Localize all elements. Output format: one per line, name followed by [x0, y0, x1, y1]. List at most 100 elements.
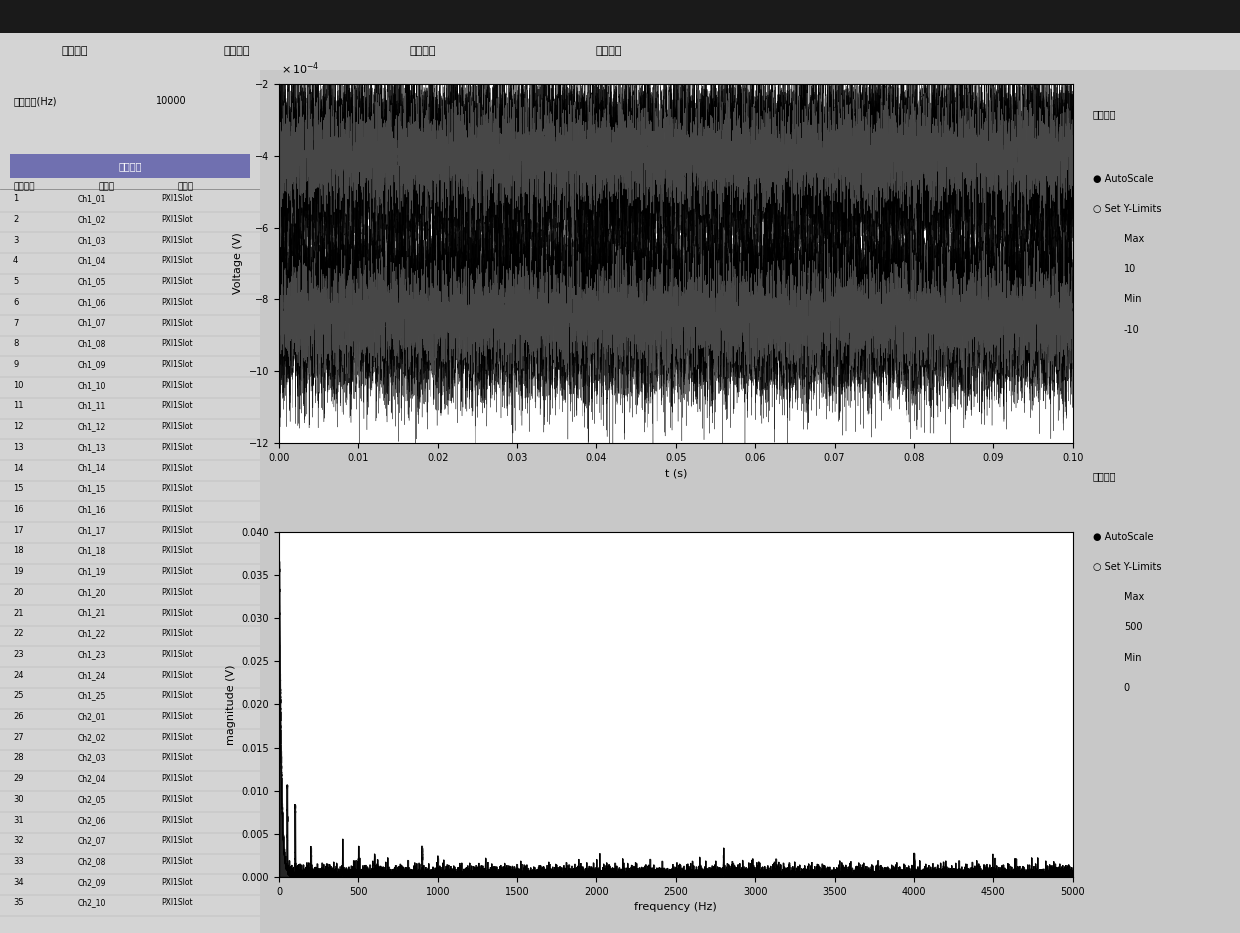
Text: 32: 32 [12, 836, 24, 845]
Text: PXI1Slot: PXI1Slot [161, 588, 193, 597]
Text: 26: 26 [12, 712, 24, 721]
Y-axis label: Voltage (V): Voltage (V) [233, 232, 243, 295]
Text: 22: 22 [12, 629, 24, 638]
Text: PXI1Slot: PXI1Slot [161, 629, 193, 638]
Text: Ch1_19: Ch1_19 [78, 567, 107, 576]
Text: 17: 17 [12, 525, 24, 535]
Text: Max: Max [1123, 592, 1145, 602]
Text: 设备名: 设备名 [99, 182, 115, 191]
Text: PXI1Slot: PXI1Slot [161, 836, 193, 845]
Text: 16: 16 [12, 505, 24, 514]
Text: 9: 9 [12, 360, 19, 369]
Text: PXI1Slot: PXI1Slot [161, 525, 193, 535]
Text: PXI1Slot: PXI1Slot [161, 898, 193, 908]
Text: 测试系统: 测试系统 [409, 47, 435, 56]
Text: 19: 19 [12, 567, 24, 576]
Text: PXI1Slot: PXI1Slot [161, 608, 193, 618]
Text: PXI1Slot: PXI1Slot [161, 795, 193, 804]
Text: 35: 35 [12, 898, 24, 908]
Text: Min: Min [1123, 295, 1141, 304]
Text: PXI1Slot: PXI1Slot [161, 298, 193, 307]
Text: Ch1_08: Ch1_08 [78, 340, 107, 348]
Text: Ch1_24: Ch1_24 [78, 671, 107, 679]
Text: 10000: 10000 [156, 96, 187, 105]
Text: PXI1Slot: PXI1Slot [161, 318, 193, 327]
Text: Ch1_02: Ch1_02 [78, 215, 107, 224]
Text: 7: 7 [12, 318, 19, 327]
Text: Ch1_15: Ch1_15 [78, 484, 107, 494]
Text: Ch1_05: Ch1_05 [78, 277, 107, 286]
Text: 10: 10 [12, 381, 24, 390]
Text: PXI1Slot: PXI1Slot [161, 878, 193, 886]
Text: -10: -10 [1123, 325, 1140, 335]
Text: Ch1_06: Ch1_06 [78, 298, 107, 307]
Text: Ch1_20: Ch1_20 [78, 588, 107, 597]
Text: ○ Set Y-Limits: ○ Set Y-Limits [1092, 203, 1161, 214]
Text: 音道编号: 音道编号 [12, 182, 35, 191]
Text: PXI1Slot: PXI1Slot [161, 691, 193, 701]
Text: 音频产品: 音频产品 [223, 47, 249, 56]
Text: 2: 2 [12, 215, 19, 224]
Text: 29: 29 [12, 774, 24, 783]
Text: 23: 23 [12, 650, 24, 659]
X-axis label: t (s): t (s) [665, 468, 687, 479]
Text: PXI1Slot: PXI1Slot [161, 422, 193, 431]
Text: 测试监选: 测试监选 [595, 47, 621, 56]
Text: Ch1_09: Ch1_09 [78, 360, 107, 369]
Text: $\times\,10^{-4}$: $\times\,10^{-4}$ [280, 61, 319, 77]
Text: PXI1Slot: PXI1Slot [161, 215, 193, 224]
Text: 13: 13 [12, 443, 24, 452]
Text: 8: 8 [12, 340, 19, 348]
Text: Ch1_11: Ch1_11 [78, 401, 107, 411]
Text: Ch1_14: Ch1_14 [78, 464, 107, 472]
Text: 500: 500 [1123, 622, 1142, 633]
Text: PXI1Slot: PXI1Slot [161, 857, 193, 866]
Text: 10: 10 [1123, 264, 1136, 274]
Text: PXI1Slot: PXI1Slot [161, 650, 193, 659]
Y-axis label: magnitude (V): magnitude (V) [226, 664, 236, 745]
Text: 音道选择: 音道选择 [119, 160, 141, 171]
Text: 20: 20 [12, 588, 24, 597]
Text: Ch2_07: Ch2_07 [78, 836, 107, 845]
Text: PXI1Slot: PXI1Slot [161, 443, 193, 452]
Text: 24: 24 [12, 671, 24, 679]
Text: 25: 25 [12, 691, 24, 701]
Text: ○ Set Y-Limits: ○ Set Y-Limits [1092, 562, 1161, 572]
Text: PXI1Slot: PXI1Slot [161, 340, 193, 348]
Text: Ch2_04: Ch2_04 [78, 774, 107, 783]
Text: 15: 15 [12, 484, 24, 494]
Text: 33: 33 [12, 857, 24, 866]
Text: Ch1_12: Ch1_12 [78, 422, 107, 431]
Text: Ch1_16: Ch1_16 [78, 505, 107, 514]
Text: Ch2_08: Ch2_08 [78, 857, 107, 866]
Text: PXI1Slot: PXI1Slot [161, 505, 193, 514]
Text: Ch1_21: Ch1_21 [78, 608, 107, 618]
Text: PXI1Slot: PXI1Slot [161, 671, 193, 679]
Text: 18: 18 [12, 547, 24, 555]
Text: PXI1Slot: PXI1Slot [161, 484, 193, 494]
Text: 12: 12 [12, 422, 24, 431]
Text: PXI1Slot: PXI1Slot [161, 815, 193, 825]
Text: Ch2_06: Ch2_06 [78, 815, 107, 825]
Text: 27: 27 [12, 732, 24, 742]
Text: PXI1Slot: PXI1Slot [161, 754, 193, 762]
Text: PXI1Slot: PXI1Slot [161, 381, 193, 390]
Text: 28: 28 [12, 754, 24, 762]
Text: 1: 1 [12, 194, 19, 203]
Text: 5: 5 [12, 277, 19, 286]
Text: 21: 21 [12, 608, 24, 618]
Text: PXI1Slot: PXI1Slot [161, 236, 193, 244]
Text: Ch2_01: Ch2_01 [78, 712, 107, 721]
Text: Ch1_03: Ch1_03 [78, 236, 107, 244]
Text: PXI1Slot: PXI1Slot [161, 277, 193, 286]
Text: Ch1_18: Ch1_18 [78, 547, 107, 555]
X-axis label: frequency (Hz): frequency (Hz) [635, 902, 717, 912]
Text: Ch1_13: Ch1_13 [78, 443, 107, 452]
Text: 绘图工具: 绘图工具 [1092, 109, 1116, 118]
Text: Ch1_22: Ch1_22 [78, 629, 107, 638]
Text: Ch1_10: Ch1_10 [78, 381, 107, 390]
Text: 11: 11 [12, 401, 24, 411]
Text: ● AutoScale: ● AutoScale [1092, 532, 1153, 542]
Text: PXI1Slot: PXI1Slot [161, 464, 193, 472]
Text: PXI1Slot: PXI1Slot [161, 567, 193, 576]
